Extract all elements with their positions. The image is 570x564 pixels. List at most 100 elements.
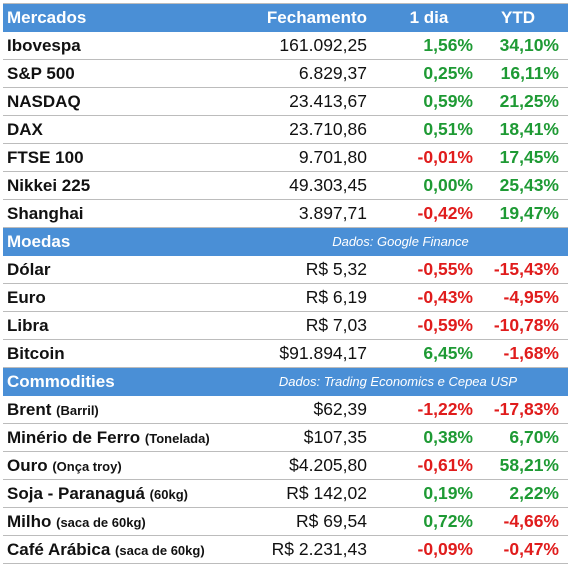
- row-name: Minério de Ferro (Tonelada): [7, 424, 210, 451]
- row-name: Café Arábica (saca de 60kg): [7, 536, 205, 563]
- row-name: S&P 500: [7, 60, 75, 87]
- day-change: -0,43%: [417, 287, 473, 307]
- row-name-label: NASDAQ: [7, 92, 81, 111]
- day-change: 6,45%: [423, 343, 473, 363]
- market-row: NASDAQ 23.413,67 0,59% 21,25%: [3, 88, 568, 116]
- market-row: Shanghai 3.897,71 -0,42% 19,47%: [3, 200, 568, 228]
- row-unit: (Barril): [56, 403, 99, 418]
- row-name-label: DAX: [7, 120, 43, 139]
- close-value: $62,39: [313, 399, 367, 419]
- ytd-change: -0,47%: [503, 539, 559, 559]
- row-unit: (saca de 60kg): [56, 515, 146, 530]
- ytd-change: 18,41%: [499, 119, 559, 139]
- section-title: Moedas: [7, 232, 71, 251]
- row-name-label: Minério de Ferro: [7, 428, 141, 447]
- close-value: R$ 69,54: [295, 511, 367, 531]
- currencies-group: Dólar R$ 5,32 -0,55% -15,43% Euro R$ 6,19 -0,4…: [3, 256, 568, 368]
- market-row: S&P 500 6.829,37 0,25% 16,11%: [3, 60, 568, 88]
- day-change: 0,51%: [423, 119, 473, 139]
- ytd-change: -17,83%: [493, 399, 559, 419]
- row-name-label: Ibovespa: [7, 36, 81, 55]
- row-unit: (saca de 60kg): [115, 543, 205, 558]
- currency-row: Dólar R$ 5,32 -0,55% -15,43%: [3, 256, 568, 284]
- header-markets: Mercados: [7, 8, 87, 27]
- ytd-change: 58,21%: [499, 455, 559, 475]
- close-value: 9.701,80: [298, 147, 367, 167]
- row-name-label: Milho: [7, 512, 52, 531]
- header-ytd: YTD: [501, 8, 535, 27]
- currency-row: Euro R$ 6,19 -0,43% -4,95%: [3, 284, 568, 312]
- row-name: Brent (Barril): [7, 396, 99, 423]
- ytd-change: 2,22%: [509, 483, 559, 503]
- ytd-change: 21,25%: [499, 91, 559, 111]
- day-change: 0,25%: [423, 63, 473, 83]
- ytd-change: 19,47%: [499, 203, 559, 223]
- day-change: 1,56%: [423, 35, 473, 55]
- close-value: 3.897,71: [298, 203, 367, 223]
- commodity-row: Café Arábica (saca de 60kg) R$ 2.231,43 -0…: [3, 536, 568, 564]
- close-value: 23.710,86: [289, 119, 367, 139]
- markets-group: Ibovespa 161.092,25 1,56% 34,10% S&P 500 6.82…: [3, 32, 568, 228]
- close-value: R$ 142,02: [286, 483, 367, 503]
- close-value: $4.205,80: [289, 455, 367, 475]
- commodity-row: Minério de Ferro (Tonelada) $107,35 0,38% 6…: [3, 424, 568, 452]
- row-name: NASDAQ: [7, 88, 81, 115]
- day-change: -0,61%: [417, 455, 473, 475]
- row-name: FTSE 100: [7, 144, 84, 171]
- section-currencies: Moedas Dados: Google Finance: [3, 228, 568, 256]
- row-name: Ibovespa: [7, 32, 81, 59]
- row-name: Milho (saca de 60kg): [7, 508, 146, 535]
- row-name-label: Café Arábica: [7, 540, 111, 559]
- commodity-row: Milho (saca de 60kg) R$ 69,54 0,72% -4,66%: [3, 508, 568, 536]
- row-unit: (Onça troy): [52, 459, 122, 474]
- row-name: Bitcoin: [7, 340, 65, 367]
- day-change: -0,01%: [417, 147, 473, 167]
- day-change: 0,59%: [423, 91, 473, 111]
- market-row: Ibovespa 161.092,25 1,56% 34,10%: [3, 32, 568, 60]
- ytd-change: -10,78%: [493, 315, 559, 335]
- commodity-row: Ouro (Onça troy) $4.205,80 -0,61% 58,21%: [3, 452, 568, 480]
- day-change: 0,38%: [423, 427, 473, 447]
- currency-row: Libra R$ 7,03 -0,59% -10,78%: [3, 312, 568, 340]
- commodity-row: Soja - Paranaguá (60kg) R$ 142,02 0,19% 2,2…: [3, 480, 568, 508]
- ytd-change: 25,43%: [499, 175, 559, 195]
- market-row: DAX 23.710,86 0,51% 18,41%: [3, 116, 568, 144]
- row-name-label: Libra: [7, 316, 49, 335]
- header-day: 1 dia: [409, 8, 449, 27]
- row-name: Libra: [7, 312, 49, 339]
- close-value: 161.092,25: [279, 35, 367, 55]
- day-change: 0,19%: [423, 483, 473, 503]
- row-name: Euro: [7, 284, 46, 311]
- row-name-label: S&P 500: [7, 64, 75, 83]
- currency-row: Bitcoin $91.894,17 6,45% -1,68%: [3, 340, 568, 368]
- day-change: -0,59%: [417, 315, 473, 335]
- row-unit: (60kg): [149, 487, 188, 502]
- row-unit: (Tonelada): [144, 431, 210, 446]
- ytd-change: -15,43%: [493, 259, 559, 279]
- ytd-change: 17,45%: [499, 147, 559, 167]
- row-name: Shanghai: [7, 200, 84, 227]
- row-name-label: Soja - Paranaguá: [7, 484, 145, 503]
- row-name-label: Nikkei 225: [7, 176, 91, 195]
- table-header: Mercados Fechamento 1 dia YTD: [3, 4, 568, 32]
- row-name: Nikkei 225: [7, 172, 90, 199]
- row-name: Ouro (Onça troy): [7, 452, 122, 479]
- close-value: $107,35: [303, 427, 367, 447]
- row-name-label: FTSE 100: [7, 148, 84, 167]
- row-name-label: Brent: [7, 400, 52, 419]
- close-value: R$ 5,32: [305, 259, 367, 279]
- row-name-label: Euro: [7, 288, 46, 307]
- ytd-change: -4,95%: [503, 287, 559, 307]
- day-change: 0,00%: [423, 175, 473, 195]
- close-value: 6.829,37: [298, 63, 367, 83]
- section-title: Commodities: [7, 372, 115, 391]
- close-value: R$ 7,03: [305, 315, 367, 335]
- section-commodities: Commodities Dados: Trading Economics e C…: [3, 368, 568, 396]
- close-value: 49.303,45: [289, 175, 367, 195]
- header-close: Fechamento: [266, 8, 368, 27]
- commodity-row: Brent (Barril) $62,39 -1,22% -17,83%: [3, 396, 568, 424]
- market-row: FTSE 100 9.701,80 -0,01% 17,45%: [3, 144, 568, 172]
- row-name: Dólar: [7, 256, 50, 283]
- row-name: DAX: [7, 116, 43, 143]
- close-value: R$ 2.231,43: [271, 539, 367, 559]
